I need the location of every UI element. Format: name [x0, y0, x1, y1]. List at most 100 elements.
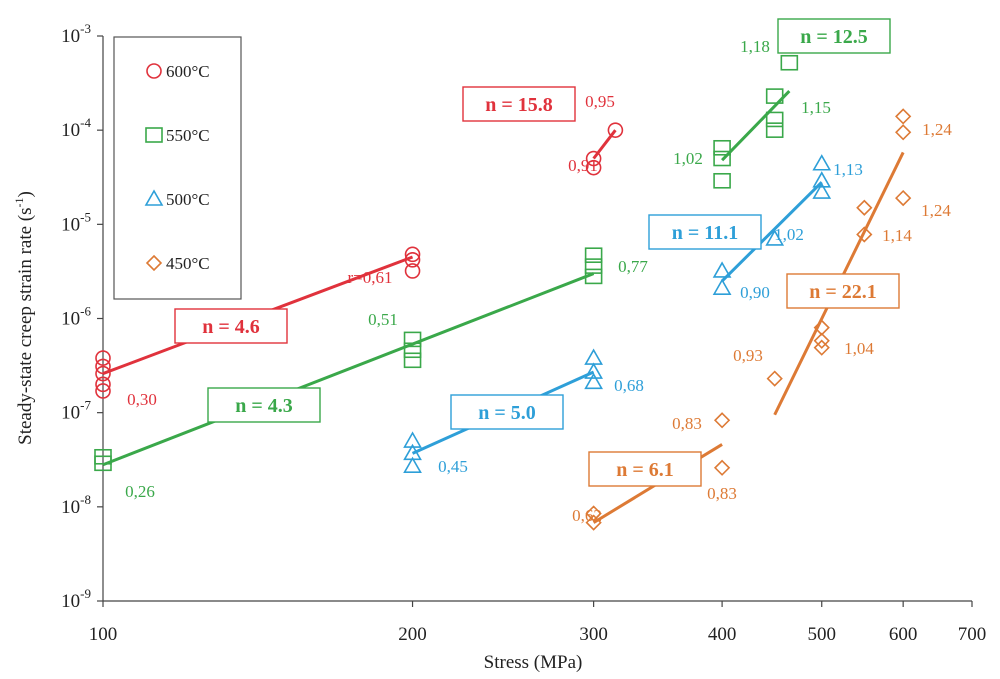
- point-annotation: 0,62: [572, 506, 602, 525]
- legend-border: [113, 36, 242, 300]
- x-tick-label: 100: [89, 624, 118, 645]
- y-axis-label: Steady-state creep strain rate (s-1): [12, 191, 36, 445]
- legend-label: 500°C: [166, 190, 210, 209]
- n-value-label: n = 11.1: [672, 222, 738, 244]
- data-point: [713, 459, 731, 476]
- data-point: [765, 111, 784, 128]
- data-point: [713, 172, 731, 189]
- point-annotation: 1,18: [740, 37, 770, 56]
- point-annotation: 1,02: [774, 225, 804, 244]
- data-point: [812, 182, 832, 199]
- point-annotation: 1,24: [922, 120, 952, 139]
- data-point: [765, 88, 784, 104]
- n-value-box: [174, 308, 288, 344]
- y-tick-label-exponent: -6: [80, 304, 91, 319]
- legend-marker: [145, 127, 163, 143]
- data-point: [584, 268, 603, 285]
- data-point: [712, 261, 732, 278]
- y-axis-label-sup: -1: [12, 197, 26, 207]
- data-point: [766, 370, 783, 387]
- y-tick-label-base: 10: [61, 497, 80, 518]
- y-tick-label: 10-5: [61, 209, 91, 235]
- data-point: [95, 376, 111, 393]
- axes: 100 200 300 400 500 600 70010-910-810-710-610-…: [61, 21, 986, 645]
- x-axis-label: Stress (MPa): [484, 652, 583, 673]
- y-tick-label: 10-6: [61, 304, 91, 330]
- y-tick-label-base: 10: [61, 309, 80, 330]
- x-tick-label: 300: [579, 624, 608, 645]
- point-annotation: 1,14: [882, 226, 912, 245]
- data-point: [585, 159, 602, 176]
- n-value-label: n = 4.6: [202, 316, 260, 338]
- annotations: n = 4.6 n = 15.8 0,30 r=0,61 0,91 0,95 n = 4.3…: [125, 18, 952, 525]
- fit-line: [721, 181, 823, 283]
- x-tick-label: 500: [807, 624, 836, 645]
- data-point: [404, 252, 421, 268]
- data-point: [713, 139, 731, 156]
- fit-line: [102, 272, 595, 467]
- point-annotation: 1,13: [833, 160, 863, 179]
- fit-lines: [102, 90, 905, 524]
- data-point: [403, 352, 422, 369]
- data-point: [856, 199, 873, 216]
- n-value-label: n = 6.1: [616, 459, 674, 481]
- data-point: [585, 505, 602, 522]
- y-tick-label-base: 10: [61, 26, 80, 47]
- n-value-box: [462, 86, 576, 122]
- y-tick-label-base: 10: [61, 120, 80, 141]
- data-point: [403, 431, 422, 448]
- point-annotation: 0,91: [568, 156, 598, 175]
- legend-marker: [145, 254, 163, 272]
- legend-label: 550°C: [166, 126, 210, 145]
- n-value-label: n = 22.1: [809, 281, 877, 303]
- point-annotation: r=0,61: [348, 268, 393, 287]
- n-value-label: n = 15.8: [485, 94, 553, 116]
- data-point: [584, 372, 603, 390]
- x-tick-label: 400: [708, 624, 737, 645]
- data-point: [895, 124, 912, 141]
- n-value-label: n = 12.5: [800, 26, 868, 48]
- data-point: [813, 332, 830, 349]
- data-point: [895, 108, 912, 125]
- data-point: [765, 229, 785, 246]
- n-value-box: [648, 214, 762, 250]
- data-point: [584, 258, 603, 274]
- y-tick-label-exponent: -7: [80, 398, 91, 413]
- point-annotation: 1,24: [921, 201, 951, 220]
- legend-marker: [144, 189, 164, 206]
- y-tick-label: 10-7: [61, 398, 91, 424]
- data-point: [95, 383, 111, 399]
- point-annotation: 1,15: [801, 98, 831, 117]
- n-value-box: [450, 394, 564, 430]
- y-tick-label-exponent: -8: [80, 492, 91, 507]
- point-annotation: 0,90: [740, 283, 770, 302]
- y-tick-label-base: 10: [61, 591, 80, 612]
- n-value-box: [786, 273, 900, 309]
- data-point: [95, 358, 111, 375]
- n-value-label: n = 4.3: [235, 395, 293, 417]
- y-tick-label-base: 10: [61, 214, 80, 235]
- point-annotation: 0,30: [127, 390, 157, 409]
- data-point: [95, 365, 111, 382]
- data-point: [585, 150, 602, 167]
- data-point: [94, 455, 112, 472]
- point-annotation: 0,45: [438, 457, 468, 476]
- y-axis-label-main: Steady-state creep strain rate (s: [15, 207, 36, 444]
- x-tick-label: 200: [398, 624, 427, 645]
- y-tick-label-exponent: -3: [80, 21, 91, 36]
- data-point: [404, 263, 421, 279]
- data-point: [895, 189, 912, 207]
- y-tick-label-base: 10: [61, 403, 80, 424]
- n-value-label: n = 5.0: [478, 402, 536, 424]
- data-point: [813, 339, 830, 356]
- fit-line: [592, 129, 617, 160]
- point-annotation: 0,83: [707, 484, 737, 503]
- n-value-box: [588, 451, 702, 487]
- data-point: [856, 226, 873, 243]
- x-tick-label: 700: [958, 624, 987, 645]
- y-axis-label-end: ): [15, 191, 36, 197]
- y-tick-label: 10-9: [61, 586, 91, 612]
- point-annotation: 1,02: [673, 149, 703, 168]
- data-point: [95, 350, 111, 366]
